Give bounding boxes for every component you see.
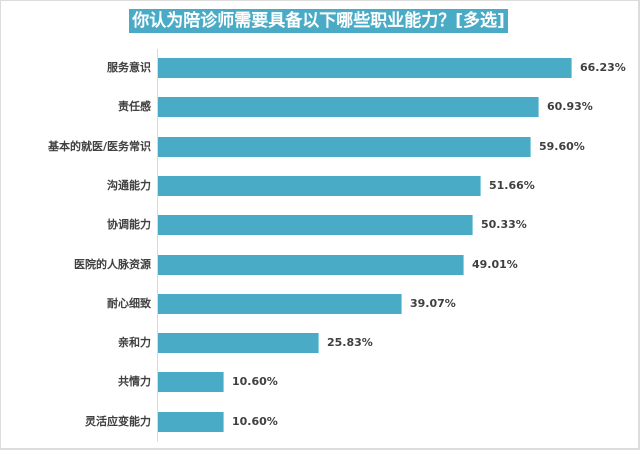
bar-row: 亲和力 25.83%: [1, 333, 641, 353]
value-label: 66.23%: [580, 61, 626, 74]
value-label: 10.60%: [232, 415, 278, 428]
category-label: 共情力: [118, 375, 151, 388]
bar: [158, 372, 224, 392]
category-label: 服务意识: [107, 61, 151, 74]
category-label: 责任感: [118, 100, 151, 113]
bar-row: 耐心细致 39.07%: [1, 294, 641, 314]
bar-row: 协调能力 50.33%: [1, 215, 641, 235]
value-label: 51.66%: [489, 179, 535, 192]
category-axis-line: [157, 49, 158, 442]
category-label: 沟通能力: [107, 179, 151, 192]
bar: [158, 97, 539, 117]
bar-row: 灵活应变能力 10.60%: [1, 412, 641, 432]
bar: [158, 58, 572, 78]
value-label: 25.83%: [327, 336, 373, 349]
value-label: 39.07%: [410, 297, 456, 310]
bar-row: 责任感 60.93%: [1, 97, 641, 117]
category-label: 基本的就医/医务常识: [47, 140, 151, 153]
category-label: 灵活应变能力: [85, 415, 151, 428]
bar: [158, 294, 402, 314]
category-label: 医院的人脉资源: [74, 258, 151, 271]
category-label: 耐心细致: [107, 297, 151, 310]
bar-row: 共情力 10.60%: [1, 372, 641, 392]
category-label: 亲和力: [118, 336, 151, 349]
chart-title: 你认为陪诊师需要具备以下哪些职业能力？[多选]: [129, 9, 508, 33]
bar: [158, 333, 319, 353]
bar-row: 医院的人脉资源 49.01%: [1, 255, 641, 275]
bar: [158, 412, 224, 432]
bar: [158, 255, 464, 275]
bar-row: 沟通能力 51.66%: [1, 176, 641, 196]
bar: [158, 176, 481, 196]
value-label: 59.60%: [539, 140, 585, 153]
bar: [158, 137, 531, 157]
value-label: 60.93%: [547, 100, 593, 113]
value-label: 50.33%: [481, 218, 527, 231]
bar: [158, 215, 473, 235]
bar-row: 服务意识 66.23%: [1, 58, 641, 78]
value-label: 49.01%: [472, 258, 518, 271]
category-label: 协调能力: [107, 218, 151, 231]
value-label: 10.60%: [232, 375, 278, 388]
bar-row: 基本的就医/医务常识 59.60%: [1, 137, 641, 157]
